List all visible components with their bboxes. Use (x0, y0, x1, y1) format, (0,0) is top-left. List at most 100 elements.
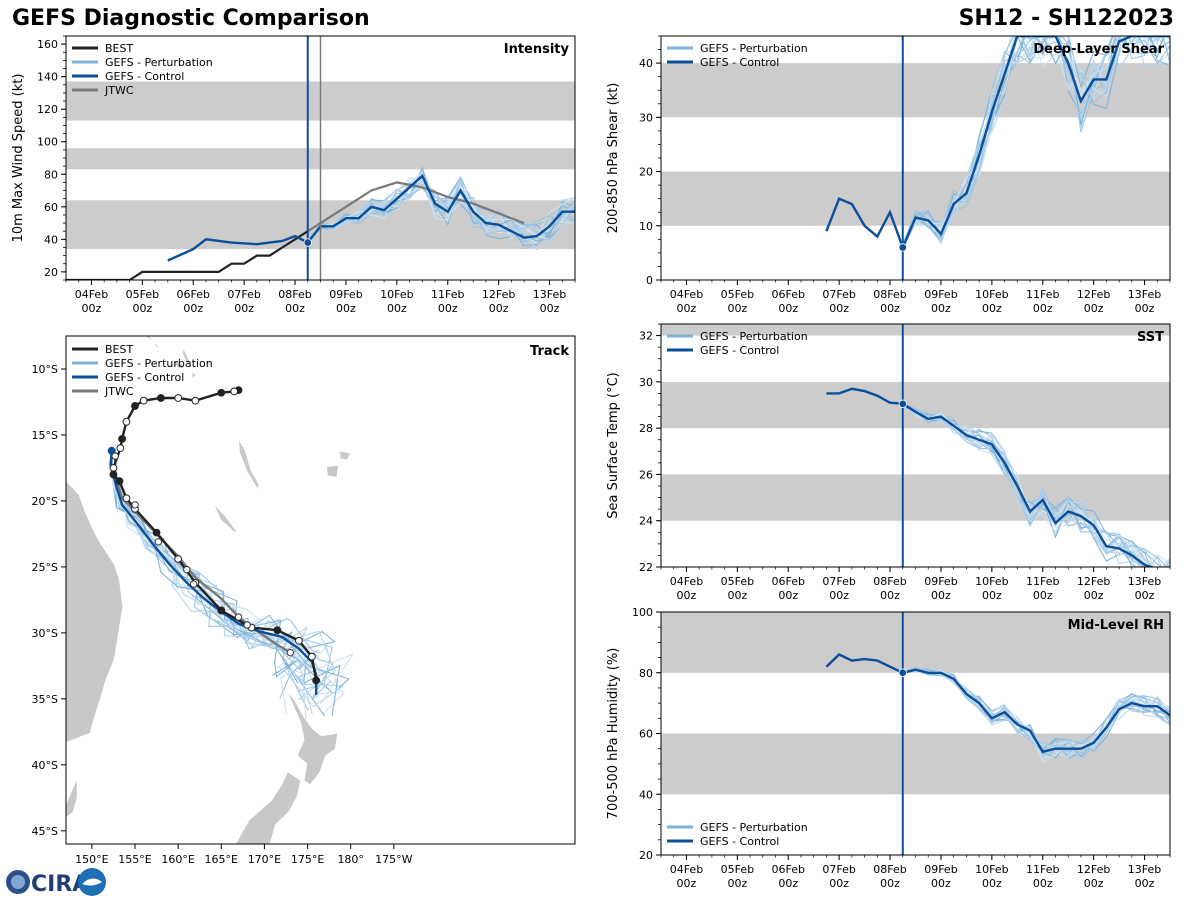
track-y-tick-label: 25°S (32, 561, 58, 574)
rh-y-tick-label: 20 (639, 849, 653, 862)
track-best-point (152, 528, 161, 537)
intensity-legend-label-best: BEST (105, 42, 133, 55)
rh-x-tick-day: 09Feb (924, 863, 957, 876)
intensity-y-tick-label: 140 (37, 71, 58, 84)
sst-init-point (898, 399, 907, 409)
rh-x-tick-hour: 00z (982, 877, 1002, 890)
track-pert-line-1 (110, 450, 319, 700)
track-jtwc-point (243, 621, 251, 629)
track-best-point (109, 464, 118, 472)
shear-x-tick-hour: 00z (880, 302, 900, 315)
sst-legend-label-pert: GEFS - Perturbation (700, 330, 808, 343)
track-y-tick-label: 35°S (32, 693, 58, 706)
intensity-legend-label-control: GEFS - Control (105, 70, 184, 83)
rh-x-tick-hour: 00z (778, 877, 798, 890)
track-pert-line-9 (110, 450, 346, 708)
track-jtwc-point (189, 580, 198, 588)
intensity-x-tick-day: 08Feb (278, 288, 311, 301)
rh-x-tick-hour: 00z (727, 877, 747, 890)
solomon-islands-west (144, 336, 162, 349)
intensity-y-tick-label: 160 (37, 38, 58, 51)
intensity-x-tick-hour: 00z (132, 302, 152, 315)
intensity-x-tick-hour: 00z (540, 302, 560, 315)
track-y-tick-label: 15°S (32, 429, 58, 442)
intensity-x-tick-day: 05Feb (126, 288, 159, 301)
track-x-tick-label: 180° (337, 853, 364, 866)
intensity-x-tick-day: 04Feb (75, 288, 108, 301)
track-pert-line-5 (109, 450, 312, 705)
shear-x-tick-day: 05Feb (721, 288, 754, 301)
sst-x-tick-hour: 00z (727, 589, 747, 602)
shear-x-tick-day: 13Feb (1128, 288, 1161, 301)
rh-x-tick-hour: 00z (829, 877, 849, 890)
intensity-y-axis-label: 10m Max Wind Speed (kt) (11, 74, 26, 243)
track-pert-line-14 (109, 450, 341, 716)
rh-band-1 (661, 612, 1170, 673)
intensity-y-tick-label: 60 (44, 201, 58, 214)
intensity-x-tick-day: 09Feb (329, 288, 362, 301)
track-legend-label-best: BEST (105, 343, 133, 356)
rh-x-tick-hour: 00z (677, 877, 697, 890)
track-best-point (139, 396, 148, 405)
track-best-point (191, 396, 200, 405)
intensity-x-tick-day: 12Feb (482, 288, 515, 301)
track-plot-area (66, 336, 355, 844)
rh-x-tick-hour: 00z (1033, 877, 1053, 890)
track-x-tick-label: 150°E (75, 853, 108, 866)
sst-x-tick-day: 12Feb (1077, 575, 1110, 588)
track-best-point (131, 402, 139, 410)
sst-x-tick-hour: 00z (1084, 589, 1104, 602)
track-jtwc-point (154, 538, 163, 546)
sst-band-2 (661, 324, 1170, 336)
shear-plot-area (661, 36, 1170, 280)
sst-x-tick-hour: 00z (1033, 589, 1053, 602)
fiji-vanua-levu (339, 450, 352, 461)
track-pert-line-3 (110, 450, 345, 715)
intensity-x-tick-day: 11Feb (431, 288, 464, 301)
rh-x-tick-hour: 00z (1135, 877, 1155, 890)
intensity-y-tick-label: 100 (37, 136, 58, 149)
intensity-y-tick-label: 120 (37, 103, 58, 116)
nz-south-island (235, 770, 302, 844)
rh-x-tick-day: 12Feb (1077, 863, 1110, 876)
shear-y-tick-label: 40 (639, 57, 653, 70)
track-best-point (273, 626, 282, 635)
shear-x-tick-hour: 00z (1135, 302, 1155, 315)
sst-x-tick-day: 10Feb (975, 575, 1008, 588)
track-jtwc-point (111, 452, 119, 460)
sst-x-tick-hour: 00z (931, 589, 951, 602)
nz-north-island (286, 690, 339, 786)
sst-plot-area (661, 324, 1170, 567)
intensity-x-tick-hour: 00z (336, 302, 356, 315)
shear-x-tick-day: 04Feb (670, 288, 703, 301)
track-best-point (295, 636, 303, 645)
guadalcanal (174, 359, 186, 370)
logo-swoosh-icon (82, 878, 102, 886)
sst-x-tick-day: 08Feb (873, 575, 906, 588)
sst-x-tick-hour: 00z (982, 589, 1002, 602)
sst-panel: 22242628303204Feb00z05Feb00z06Feb00z07Fe… (606, 323, 1171, 602)
rh-panel: 2040608010004Feb00z05Feb00z06Feb00z07Feb… (606, 606, 1171, 890)
track-best-point (312, 676, 321, 685)
intensity-y-tick-label: 80 (44, 168, 58, 181)
track-best-point (217, 388, 226, 397)
sst-x-tick-hour: 00z (677, 589, 697, 602)
track-best-point (118, 435, 126, 443)
shear-x-tick-day: 07Feb (822, 288, 855, 301)
track-best-point (109, 470, 118, 479)
sst-y-tick-label: 28 (639, 422, 653, 435)
intensity-x-tick-day: 07Feb (227, 288, 260, 301)
track-best-point (156, 394, 165, 402)
intensity-legend-label-pert: GEFS - Perturbation (105, 56, 213, 69)
rh-y-tick-label: 80 (639, 667, 653, 680)
shear-x-tick-day: 10Feb (975, 288, 1008, 301)
new-caledonia (213, 503, 239, 534)
track-legend-label-jtwc: JTWC (104, 385, 134, 398)
shear-y-axis-label: 200-850 hPa Shear (kt) (606, 83, 621, 234)
tasmania-landmass (66, 777, 78, 819)
shear-y-tick-label: 0 (646, 274, 653, 287)
track-best-point (174, 394, 183, 402)
track-jtwc-line (114, 456, 291, 654)
shear-y-tick-label: 30 (639, 111, 653, 124)
track-x-tick-label: 155°E (118, 853, 151, 866)
